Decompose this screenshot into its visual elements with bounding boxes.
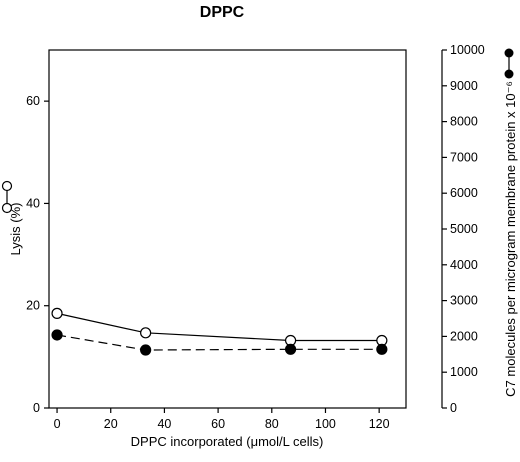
series-2-point bbox=[284, 343, 297, 355]
y2-tick-label: 2000 bbox=[450, 329, 478, 343]
y-tick-label: 0 bbox=[33, 401, 40, 415]
series-2-point bbox=[51, 329, 63, 341]
y-tick-label: 60 bbox=[26, 94, 40, 108]
x-axis-label: DPPC incorporated (μmol/L cells) bbox=[131, 434, 324, 449]
y2-axis-ticks: 0 1000 2000 3000 4000 5000 6000 7000 8000 9000 100… bbox=[442, 43, 485, 415]
x-tick-label: 40 bbox=[157, 417, 171, 431]
y2-axis-label: C7 molecules per microgram membrane prot… bbox=[503, 81, 518, 397]
y2-tick-label: 1000 bbox=[450, 365, 478, 379]
chart-title: DPPC bbox=[200, 4, 245, 21]
x-tick-label: 100 bbox=[315, 417, 336, 431]
series-1-point bbox=[140, 327, 152, 339]
x-tick-label: 20 bbox=[104, 417, 118, 431]
y-tick-label: 40 bbox=[26, 196, 40, 210]
x-tick-label: 0 bbox=[54, 417, 61, 431]
y-axis-ticks: 0 20 40 60 bbox=[26, 94, 49, 415]
y2-tick-label: 10000 bbox=[450, 43, 485, 57]
y2-tick-label: 9000 bbox=[450, 79, 478, 93]
plot-frame bbox=[48, 49, 407, 409]
y-tick-label: 20 bbox=[26, 299, 40, 313]
series-1-line bbox=[56, 312, 382, 342]
series-markers bbox=[51, 307, 388, 356]
x-tick-label: 60 bbox=[211, 417, 225, 431]
series-lines bbox=[56, 312, 382, 351]
y2-tick-label: 6000 bbox=[450, 186, 478, 200]
x-axis-ticks: 0 20 40 60 80 100 120 bbox=[54, 408, 390, 431]
y2-tick-label: 8000 bbox=[450, 115, 478, 129]
x-tick-label: 120 bbox=[369, 417, 390, 431]
y-axis-label: Lysis (%) bbox=[8, 203, 23, 256]
legend-open-circle-marker bbox=[1, 180, 13, 214]
x-tick-label: 80 bbox=[265, 417, 279, 431]
legend-filled-circle-marker bbox=[504, 48, 514, 79]
y2-tick-label: 0 bbox=[450, 401, 457, 415]
series-2-point bbox=[376, 343, 388, 355]
series-2-line bbox=[56, 334, 382, 351]
y2-tick-label: 7000 bbox=[450, 150, 478, 164]
series-2-point bbox=[140, 344, 152, 356]
y2-tick-label: 4000 bbox=[450, 258, 478, 272]
y2-tick-label: 5000 bbox=[450, 222, 478, 236]
series-1-point bbox=[51, 307, 63, 319]
y2-tick-label: 3000 bbox=[450, 294, 478, 308]
